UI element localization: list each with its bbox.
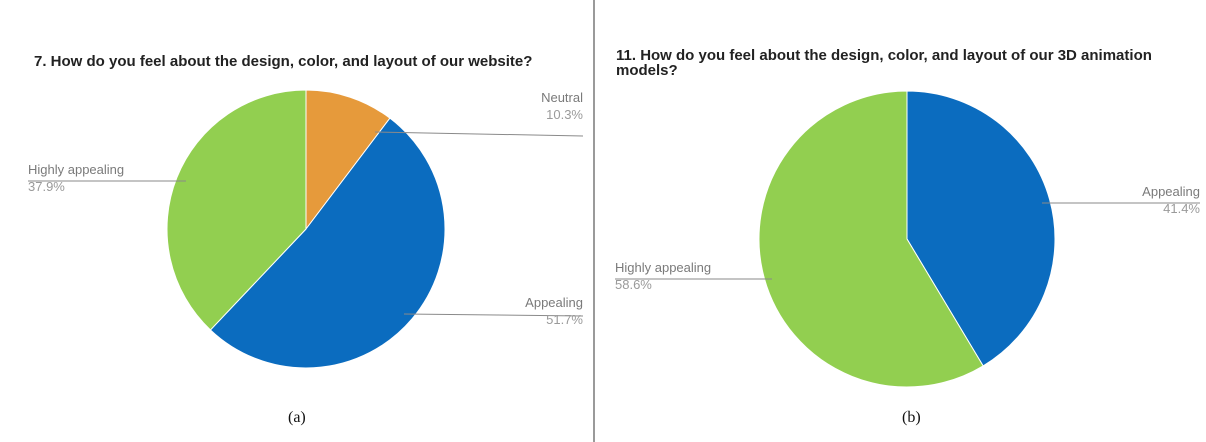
chart-a-leader-neutral — [374, 131, 584, 137]
chart-a-title: 7. How do you feel about the design, col… — [34, 53, 533, 70]
chart-b-value-appealing: 41.4% — [1163, 201, 1200, 216]
chart-b-label-highly-appealing: Highly appealing — [615, 260, 711, 275]
chart-a-label-highly-appealing: Highly appealing — [28, 162, 124, 177]
chart-b-label-appealing: Appealing — [1142, 184, 1200, 199]
chart-a-panel: 7. How do you feel about the design, col… — [0, 0, 595, 442]
chart-b-value-highly-appealing: 58.6% — [615, 277, 652, 292]
chart-b-slice-appealing — [906, 90, 1056, 367]
chart-a-slice-highly-appealing — [166, 89, 307, 331]
chart-a-slice-neutral — [305, 89, 391, 231]
chart-a-caption: (a) — [288, 409, 306, 426]
chart-a-leader-appealing — [403, 313, 584, 317]
chart-a-pie: Neutral 10.3% Appealing 51.7% Highly appeali… — [28, 89, 584, 369]
chart-a-label-neutral: Neutral — [541, 90, 583, 105]
chart-b-title: 11. How do you feel about the design, co… — [616, 47, 1152, 79]
chart-b-panel: 11. How do you feel about the design, co… — [595, 0, 1206, 442]
chart-a-slice-appealing — [209, 117, 446, 369]
chart-a-value-highly-appealing: 37.9% — [28, 179, 65, 194]
chart-b-caption: (b) — [902, 409, 921, 426]
chart-b-pie: Appealing 41.4% Highly appealing 58.6% — [615, 90, 1200, 388]
chart-a-label-appealing: Appealing — [525, 295, 583, 310]
chart-a-value-appealing: 51.7% — [546, 312, 583, 327]
chart-a-value-neutral: 10.3% — [546, 107, 583, 122]
